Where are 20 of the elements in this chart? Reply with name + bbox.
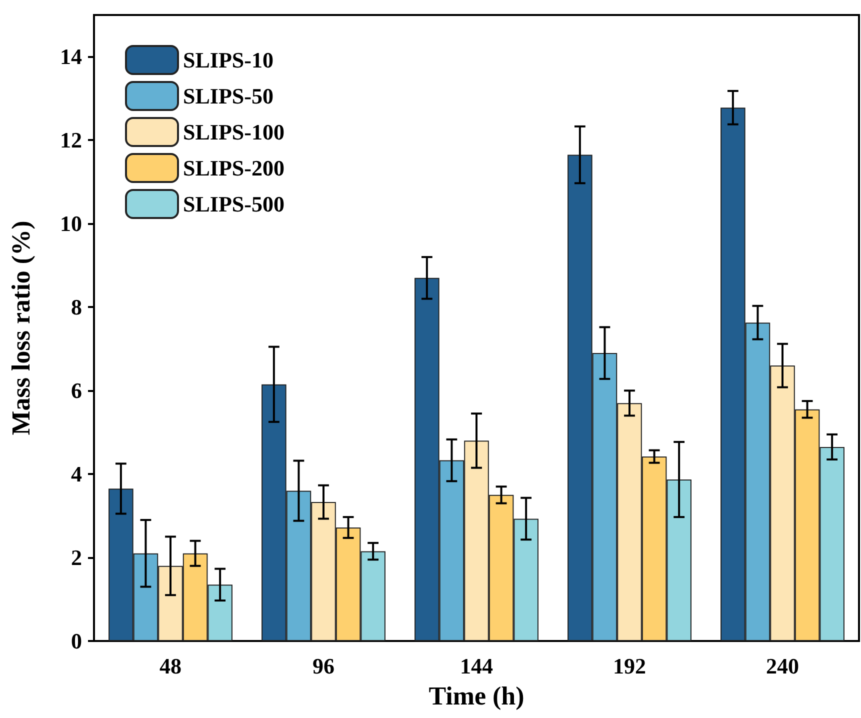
legend-label: SLIPS-500 (183, 192, 284, 216)
y-tick-label: 6 (71, 378, 82, 404)
y-tick-label: 2 (71, 545, 82, 570)
x-tick-label: 192 (613, 654, 646, 678)
y-tick-label: 4 (71, 462, 82, 487)
x-tick-label: 240 (766, 654, 799, 678)
y-tick-label: 10 (60, 211, 82, 236)
x-tick-label: 144 (460, 654, 493, 678)
y-axis-title: Mass loss ratio (%) (6, 220, 36, 436)
y-tick-label: 8 (71, 294, 82, 320)
x-tick-label: 48 (160, 654, 182, 678)
x-tick-label: 96 (312, 654, 334, 678)
legend-label: SLIPS-50 (183, 84, 274, 108)
y-tick-label: 0 (71, 628, 82, 654)
legend-label: SLIPS-100 (183, 120, 284, 144)
y-tick-label: 12 (60, 128, 82, 153)
y-tick-label: 14 (60, 44, 82, 70)
legend-label: SLIPS-200 (183, 156, 284, 180)
x-axis-title: Time (h) (428, 682, 524, 710)
legend-label: SLIPS-10 (183, 48, 274, 72)
